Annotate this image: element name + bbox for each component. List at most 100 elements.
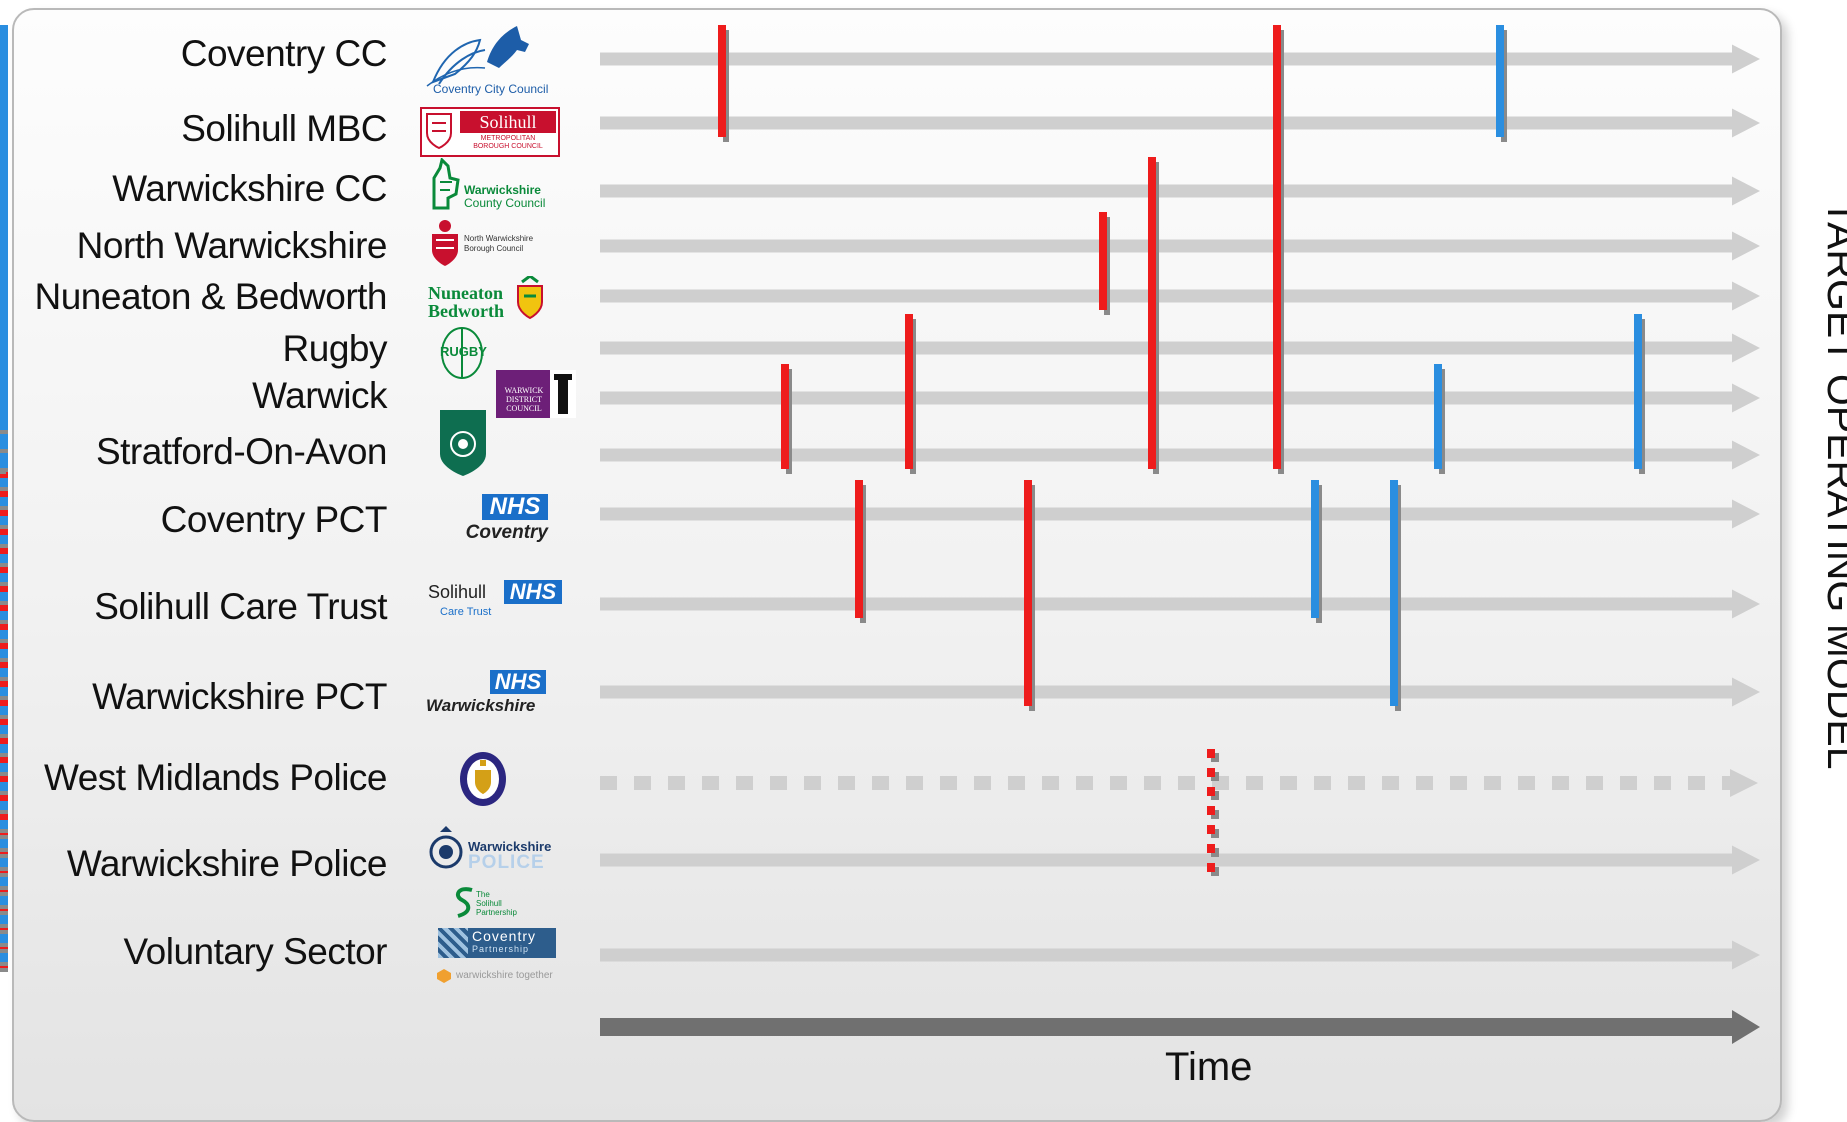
- track-segment-west-midlands-police: [1348, 776, 1365, 790]
- initiative-bar-red: [1099, 212, 1107, 310]
- org-label-warwickshire-pct: Warwickshire PCT: [92, 676, 387, 717]
- org-label-north-warwickshire: North Warwickshire: [76, 225, 388, 266]
- initiative-bar-red: [1273, 25, 1281, 469]
- initiative-bar-blue: [0, 953, 8, 962]
- org-label-coventry-pct: Coventry PCT: [160, 499, 388, 540]
- rugby-logo: RUGBY: [436, 326, 488, 380]
- nuneaton-bedworth-logo: Nuneaton Bedworth: [428, 276, 558, 324]
- initiative-bar-blue: [0, 915, 8, 924]
- initiative-bar-blue: [1434, 364, 1442, 469]
- track-coventry-cc: [600, 44, 1760, 74]
- org-label-coventry-cc: Coventry CC: [180, 33, 388, 74]
- track-warwickshire-cc: [600, 176, 1760, 206]
- track-segment-west-midlands-police: [1654, 776, 1671, 790]
- track-segment-west-midlands-police: [1008, 776, 1025, 790]
- nhs-warwickshire-logo: NHS Warwickshire: [424, 668, 554, 716]
- org-label-stratford-on-avon: Stratford-On-Avon: [95, 431, 388, 472]
- track-segment-west-midlands-police: [702, 776, 719, 790]
- track-stratford-on-avon: [600, 440, 1760, 470]
- track-segment-west-midlands-police: [974, 776, 991, 790]
- org-label-voluntary-sector: Voluntary Sector: [123, 931, 388, 972]
- warwickshire-police-logo: Warwickshire POLICE: [428, 826, 558, 876]
- initiative-bar-red: [1207, 825, 1215, 834]
- initiative-bar-blue: [0, 478, 8, 487]
- initiative-bar-blue: [0, 896, 8, 905]
- initiative-bar-blue: [0, 554, 8, 563]
- track-segment-west-midlands-police: [600, 776, 617, 790]
- track-segment-west-midlands-police: [770, 776, 787, 790]
- initiative-bar-blue: [0, 421, 8, 430]
- track-segment-west-midlands-police: [1586, 776, 1603, 790]
- track-nuneaton-bedworth: [600, 281, 1760, 311]
- initiative-bar-blue: [0, 858, 8, 867]
- track-segment-west-midlands-police: [1042, 776, 1059, 790]
- track-segment-west-midlands-police: [838, 776, 855, 790]
- initiative-bar-blue: [0, 877, 8, 886]
- initiative-bar-blue: [0, 839, 8, 848]
- initiative-bar-red: [1024, 480, 1032, 706]
- initiative-bar-red: [1207, 844, 1215, 853]
- track-segment-west-midlands-police: [1620, 776, 1637, 790]
- initiative-bar-blue: [0, 744, 8, 753]
- initiative-bar-red: [1148, 157, 1156, 469]
- track-segment-west-midlands-police: [634, 776, 651, 790]
- initiative-bar-blue: [0, 706, 8, 715]
- track-segment-west-midlands-police: [1382, 776, 1399, 790]
- nhs-coventry-logo: NHS Coventry: [465, 493, 548, 543]
- track-segment-west-midlands-police: [1246, 776, 1263, 790]
- track-segment-west-midlands-police: [1688, 776, 1705, 790]
- track-coventry-pct: [600, 499, 1760, 529]
- initiative-bar-blue: [0, 934, 8, 943]
- track-segment-west-midlands-police: [1416, 776, 1433, 790]
- initiative-bar-blue: [0, 516, 8, 525]
- org-label-warwickshire-cc: Warwickshire CC: [112, 168, 387, 209]
- initiative-bar-red: [905, 314, 913, 469]
- initiative-bar-blue: [0, 592, 8, 601]
- initiative-bar-red: [718, 25, 726, 137]
- initiative-bar-red: [1207, 749, 1215, 758]
- initiative-bar-blue: [0, 630, 8, 639]
- initiative-bar-blue: [0, 535, 8, 544]
- initiative-bar-red: [1207, 768, 1215, 777]
- track-segment-west-midlands-police: [1450, 776, 1467, 790]
- initiative-bar-blue: [0, 25, 8, 469]
- west-midlands-police-logo: [458, 750, 508, 808]
- track-arrowhead-west-midlands-police: [1730, 769, 1758, 797]
- track-segment-west-midlands-police: [1314, 776, 1331, 790]
- initiative-bar-blue: [1496, 25, 1504, 137]
- track-segment-west-midlands-police: [1110, 776, 1127, 790]
- initiative-bar-blue: [0, 687, 8, 696]
- track-segment-west-midlands-police: [1280, 776, 1297, 790]
- warwickshire-cc-logo-text: Warwickshire County Council: [464, 183, 546, 210]
- track-segment-west-midlands-police: [1076, 776, 1093, 790]
- initiative-bar-blue: [0, 440, 8, 449]
- initiative-bar-blue: [0, 459, 8, 468]
- coventry-partnership-text: Coventry: [472, 928, 537, 944]
- warwick-district-council-logo: WARWICK DISTRICT COUNCIL: [496, 370, 576, 418]
- track-segment-west-midlands-police: [940, 776, 957, 790]
- track-warwickshire-police: [600, 845, 1760, 875]
- target-operating-model-label: TARGET OPERATING MODEL: [1819, 200, 1847, 770]
- initiative-bar-blue: [1311, 480, 1319, 618]
- track-segment-west-midlands-police: [1178, 776, 1195, 790]
- track-solihull-care-trust: [600, 589, 1760, 619]
- track-segment-west-midlands-police: [668, 776, 685, 790]
- coventry-logo-text: Coventry City Council: [433, 82, 549, 96]
- track-segment-west-midlands-police: [1144, 776, 1161, 790]
- initiative-bar-blue: [1634, 314, 1642, 469]
- initiative-bar-blue: [0, 611, 8, 620]
- initiative-bar-blue: [0, 497, 8, 506]
- initiative-bar-red: [1207, 787, 1215, 796]
- initiative-bar-blue: [0, 782, 8, 791]
- track-warwickshire-pct: [600, 677, 1760, 707]
- initiative-bar-blue: [1390, 480, 1398, 706]
- nhs-badge-coventry: NHS: [482, 494, 548, 520]
- org-label-nuneaton-bedworth: Nuneaton & Bedworth: [34, 276, 387, 317]
- org-label-warwickshire-police: Warwickshire Police: [66, 843, 388, 884]
- rugby-logo-text: RUGBY: [440, 344, 487, 359]
- voluntary-sector-logos: The Solihull Partnership Coventry Partners…: [436, 884, 566, 999]
- initiative-bar-red: [855, 480, 863, 618]
- track-solihull-mbc: [600, 108, 1760, 138]
